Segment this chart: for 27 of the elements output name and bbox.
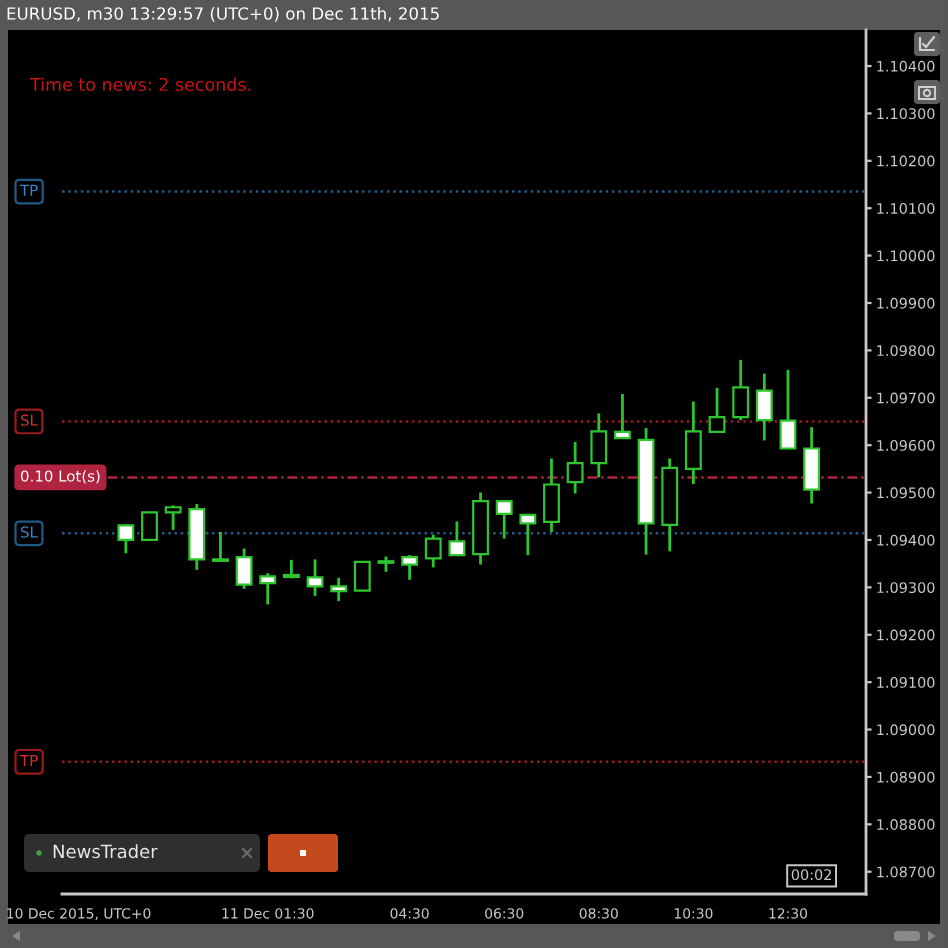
candlestick bbox=[330, 576, 348, 603]
candlestick bbox=[141, 510, 158, 543]
candlestick bbox=[755, 372, 773, 442]
candlestick bbox=[803, 425, 821, 505]
candlestick bbox=[732, 358, 750, 422]
candlestick bbox=[117, 522, 135, 555]
candlestick bbox=[543, 457, 560, 534]
candlestick bbox=[684, 400, 702, 486]
candlestick bbox=[401, 553, 419, 582]
candlestick bbox=[164, 503, 182, 532]
candlestick bbox=[211, 530, 229, 564]
candlestick bbox=[566, 440, 584, 495]
candlestick bbox=[306, 558, 324, 598]
candlestick bbox=[613, 392, 631, 440]
candlestick bbox=[259, 571, 277, 606]
candlestick bbox=[353, 559, 371, 593]
candlestick bbox=[779, 368, 797, 451]
candlestick bbox=[424, 533, 442, 569]
candlestick bbox=[235, 547, 253, 591]
chart-title: EURUSD, m30 13:29:57 (UTC+0) on Dec 11th, 2015 bbox=[7, 6, 439, 22]
candlestick bbox=[448, 520, 466, 557]
candlestick bbox=[519, 512, 537, 557]
annotation: Time to news: 2 seconds. bbox=[29, 77, 251, 92]
candlestick bbox=[708, 386, 726, 434]
candlestick bbox=[590, 412, 608, 479]
candlestick bbox=[495, 499, 513, 540]
annotation: NewsTrader bbox=[53, 844, 158, 859]
